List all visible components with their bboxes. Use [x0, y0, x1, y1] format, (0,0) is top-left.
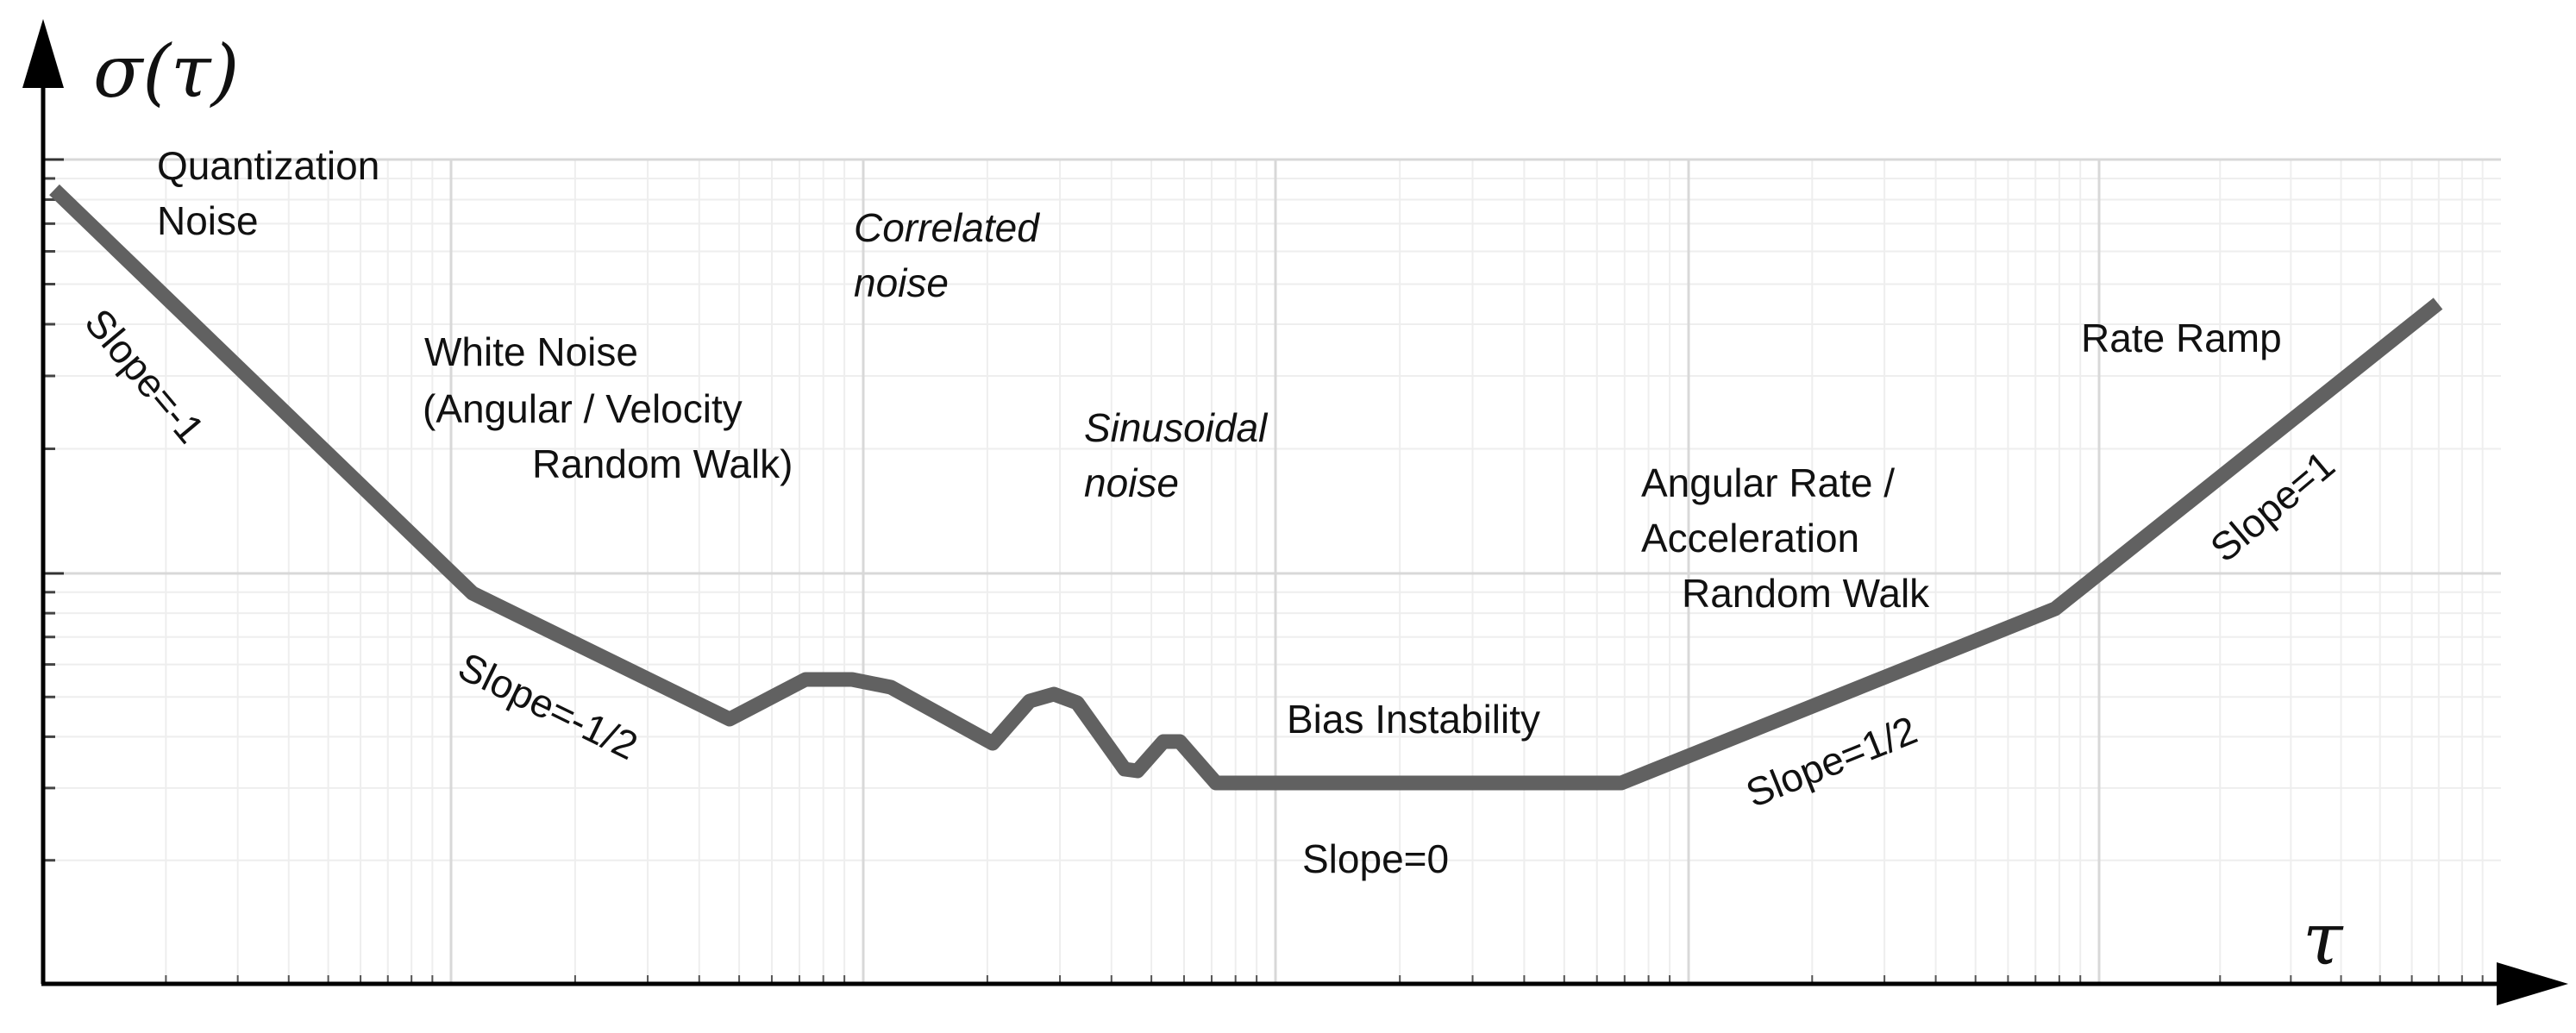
label-line: Angular Rate /	[1641, 460, 1895, 505]
label-line: (Angular / Velocity	[423, 386, 743, 431]
label-line: Random Walk)	[532, 441, 793, 486]
label-line: Acceleration	[1641, 516, 1859, 560]
x-axis-symbol: τ	[2303, 897, 2344, 981]
label-rate-ramp: Rate Ramp	[2081, 316, 2282, 360]
label-angular-rate-random-walk: Angular Rate / Acceleration Random Walk	[1641, 460, 1930, 616]
x-axis-arrow-icon	[2497, 962, 2568, 1005]
label-line: Quantization	[157, 143, 379, 188]
slope-label-zero: Slope=0	[1302, 836, 1449, 881]
label-quantization-noise: Quantization Noise	[157, 143, 391, 243]
label-line: noise	[854, 260, 949, 305]
allan-deviation-curve	[49, 184, 2443, 791]
minor-grid	[43, 160, 2501, 984]
label-white-noise: White Noise (Angular / Velocity Random W…	[423, 329, 793, 486]
label-line: Noise	[157, 198, 259, 243]
slope-label-one: Slope=1	[2202, 441, 2343, 570]
label-line: Random Walk	[1682, 571, 1930, 616]
y-axis-arrow-icon	[22, 19, 64, 88]
label-line: noise	[1084, 460, 1179, 505]
label-line: White Noise	[424, 329, 638, 374]
y-axis-symbol: σ(τ)	[93, 29, 239, 114]
label-sinusoidal-noise: Sinusoidal noise	[1084, 405, 1278, 505]
label-bias-instability: Bias Instability	[1287, 697, 1540, 742]
label-correlated-noise: Correlated noise	[854, 205, 1050, 305]
label-line: Sinusoidal	[1084, 405, 1269, 450]
label-line: Correlated	[854, 205, 1040, 250]
